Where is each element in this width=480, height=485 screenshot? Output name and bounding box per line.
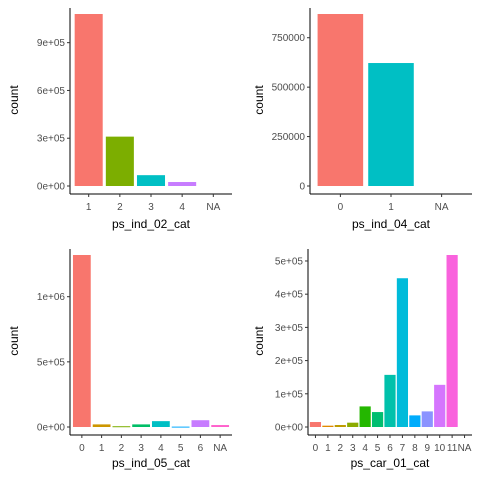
y-tick-label: 0e+00 bbox=[37, 182, 66, 193]
x-tick-label: 4 bbox=[362, 443, 368, 454]
x-tick-label: 9 bbox=[424, 443, 430, 454]
x-tick-label: 5 bbox=[375, 443, 381, 454]
bar-2 bbox=[112, 426, 131, 428]
y-axis-title: count bbox=[7, 85, 21, 115]
bar-6 bbox=[384, 374, 396, 427]
bar-9 bbox=[421, 411, 433, 427]
x-tick-label: 5 bbox=[178, 443, 184, 454]
x-tick-label: 1 bbox=[99, 443, 105, 454]
x-tick-label: 3 bbox=[350, 443, 356, 454]
x-tick-label: 6 bbox=[198, 443, 204, 454]
y-tick-label: 0 bbox=[299, 182, 305, 193]
bar-3 bbox=[136, 175, 166, 186]
x-axis-title: ps_ind_04_cat bbox=[352, 217, 431, 231]
y-tick-label: 5e+05 bbox=[275, 256, 304, 267]
chart-panel-2: 0 250000 500000 750000 0 1 NA ps_ind_04_cat coun… bbox=[252, 8, 472, 231]
x-tick-label: 4 bbox=[179, 202, 185, 213]
y-axis-title: count bbox=[7, 326, 21, 356]
y-tick-label: 0e+00 bbox=[275, 423, 304, 434]
x-tick-label: 2 bbox=[338, 443, 344, 454]
y-tick-label: 250000 bbox=[272, 132, 306, 143]
bar-0 bbox=[309, 422, 322, 427]
bar-5 bbox=[371, 412, 384, 427]
x-tick-label: NA bbox=[435, 202, 449, 213]
y-tick-label: 9e+05 bbox=[37, 38, 66, 49]
bar-4 bbox=[359, 406, 371, 427]
y-tick-label: 6e+05 bbox=[37, 86, 66, 97]
y-tick-label: 3e+05 bbox=[37, 134, 66, 145]
x-tick-label: 2 bbox=[117, 202, 123, 213]
x-tick-label: 7 bbox=[400, 443, 406, 454]
bar-4 bbox=[151, 421, 170, 427]
x-tick-label: NA bbox=[458, 443, 472, 454]
bar-3 bbox=[132, 424, 151, 427]
bar-1 bbox=[74, 14, 103, 186]
x-tick-label: 11 bbox=[447, 443, 458, 454]
bar-10 bbox=[434, 384, 446, 427]
chart-panel-3: 0e+00 5e+05 1e+06 0 1 2 3 4 5 6 NA ps_ind_05_cat cou… bbox=[7, 249, 232, 470]
bar-3 bbox=[347, 422, 359, 427]
y-tick-label: 3e+05 bbox=[275, 323, 304, 334]
y-tick-label: 750000 bbox=[272, 33, 306, 44]
x-tick-label: 1 bbox=[325, 443, 331, 454]
y-tick-label: 0e+00 bbox=[37, 423, 66, 434]
x-tick-label: 10 bbox=[434, 443, 446, 454]
bar-2 bbox=[105, 136, 134, 186]
x-axis-title: ps_ind_05_cat bbox=[112, 456, 191, 470]
x-tick-label: 0 bbox=[79, 443, 85, 454]
x-tick-label: 6 bbox=[387, 443, 393, 454]
x-tick-label: 0 bbox=[338, 202, 344, 213]
bar-0 bbox=[72, 255, 91, 427]
x-tick-label: 3 bbox=[148, 202, 154, 213]
bar-5 bbox=[171, 426, 190, 428]
x-tick-label: 8 bbox=[412, 443, 418, 454]
y-tick-label: 1e+05 bbox=[275, 389, 304, 400]
bar-11 bbox=[446, 255, 458, 427]
y-tick-label: 2e+05 bbox=[275, 356, 304, 367]
y-tick-label: 4e+05 bbox=[275, 290, 304, 301]
bar-2 bbox=[334, 425, 346, 427]
x-axis-title: ps_car_01_cat bbox=[351, 456, 430, 470]
y-tick-label: 1e+06 bbox=[37, 292, 66, 303]
x-tick-label: 2 bbox=[119, 443, 125, 454]
x-tick-label: 1 bbox=[86, 202, 92, 213]
y-axis-title: count bbox=[252, 326, 266, 356]
bar-8 bbox=[409, 415, 421, 427]
chart-panel-1: 0e+00 3e+05 6e+05 9e+05 1 2 3 4 NA ps_ind_02_cat c… bbox=[7, 8, 232, 231]
bar-1 bbox=[92, 424, 111, 427]
y-tick-label: 5e+05 bbox=[37, 357, 66, 368]
bar-4 bbox=[168, 182, 197, 186]
bar-0 bbox=[317, 14, 364, 186]
bar-1 bbox=[368, 63, 414, 186]
x-tick-label: NA bbox=[206, 202, 220, 213]
bar-6 bbox=[191, 420, 210, 427]
x-tick-label: 1 bbox=[388, 202, 394, 213]
x-tick-label: 3 bbox=[138, 443, 144, 454]
y-tick-label: 500000 bbox=[272, 83, 306, 94]
x-tick-label: 4 bbox=[158, 443, 164, 454]
x-axis-title: ps_ind_02_cat bbox=[112, 217, 191, 231]
chart-panel-4: 0e+00 1e+05 2e+05 3e+05 4e+05 5e+05 0 1 2 3 4 5 6 7 8 9… bbox=[252, 249, 472, 470]
x-tick-label: NA bbox=[213, 443, 227, 454]
bar-NA bbox=[211, 425, 230, 427]
bar-7 bbox=[396, 278, 409, 427]
y-axis-title: count bbox=[252, 85, 266, 115]
bar-1 bbox=[322, 425, 334, 427]
x-tick-label: 0 bbox=[313, 443, 319, 454]
